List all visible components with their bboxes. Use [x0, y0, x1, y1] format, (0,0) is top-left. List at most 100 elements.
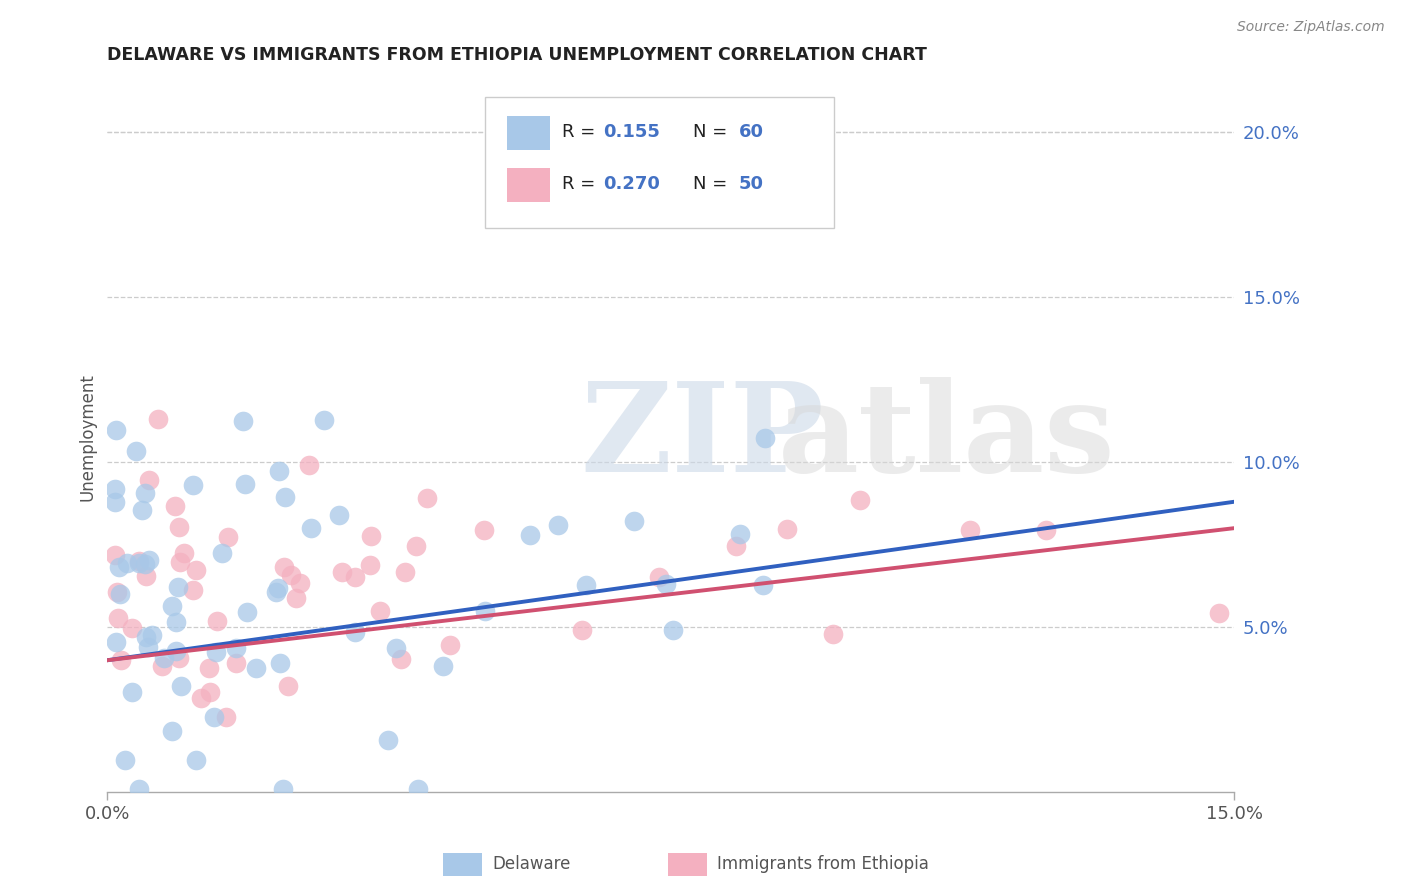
Point: [849, 492, 872, 507]
Point: [190, 691, 212, 706]
Point: [267, 464, 290, 478]
Point: [198, 684, 221, 698]
Point: [184, 753, 207, 767]
Point: [198, 661, 221, 675]
Point: [233, 477, 256, 491]
Point: [124, 444, 146, 458]
Point: [105, 634, 128, 648]
Point: [648, 570, 671, 584]
Point: [115, 556, 138, 570]
Point: [173, 546, 195, 560]
Point: [280, 568, 302, 582]
Point: [298, 458, 321, 473]
Text: R =: R =: [561, 175, 600, 193]
Point: [959, 524, 981, 538]
Text: N =: N =: [693, 123, 734, 141]
Point: [623, 514, 645, 528]
Point: [343, 570, 366, 584]
Text: ZIP: ZIP: [581, 376, 824, 498]
Point: [215, 709, 238, 723]
Point: [724, 539, 747, 553]
Point: [273, 559, 295, 574]
Point: [138, 473, 160, 487]
Point: [264, 585, 287, 599]
Point: [128, 554, 150, 568]
Point: [165, 615, 187, 630]
Text: Source: ZipAtlas.com: Source: ZipAtlas.com: [1237, 20, 1385, 34]
Point: [165, 644, 187, 658]
Point: [359, 558, 381, 572]
Point: [332, 565, 354, 579]
Point: [146, 412, 169, 426]
Point: [166, 580, 188, 594]
Point: [110, 653, 132, 667]
Text: 0.270: 0.270: [603, 175, 659, 193]
Point: [1208, 607, 1230, 621]
Point: [730, 527, 752, 541]
Point: [776, 522, 799, 536]
Point: [134, 557, 156, 571]
Point: [405, 539, 427, 553]
FancyBboxPatch shape: [508, 168, 550, 202]
Point: [138, 553, 160, 567]
Point: [184, 563, 207, 577]
Point: [385, 641, 408, 656]
Point: [107, 560, 129, 574]
Point: [135, 630, 157, 644]
Point: [217, 530, 239, 544]
Text: DELAWARE VS IMMIGRANTS FROM ETHIOPIA UNEMPLOYMENT CORRELATION CHART: DELAWARE VS IMMIGRANTS FROM ETHIOPIA UNE…: [107, 46, 927, 64]
Point: [655, 577, 678, 591]
Point: [232, 414, 254, 428]
Point: [571, 624, 593, 638]
Point: [202, 710, 225, 724]
Point: [205, 614, 228, 628]
Point: [105, 423, 128, 437]
Point: [150, 659, 173, 673]
Point: [661, 624, 683, 638]
Point: [474, 604, 496, 618]
Text: N =: N =: [693, 175, 734, 193]
Point: [343, 624, 366, 639]
Point: [754, 431, 776, 445]
Text: atlas: atlas: [778, 376, 1115, 498]
Point: [105, 584, 128, 599]
Point: [135, 569, 157, 583]
Point: [328, 508, 350, 522]
Point: [389, 652, 412, 666]
Point: [169, 650, 191, 665]
Point: [121, 685, 143, 699]
Point: [169, 555, 191, 569]
Point: [131, 503, 153, 517]
Point: [288, 575, 311, 590]
Point: [377, 733, 399, 747]
Point: [170, 680, 193, 694]
Point: [394, 565, 416, 579]
Text: 0.155: 0.155: [603, 123, 659, 141]
Point: [269, 656, 291, 670]
Point: [104, 483, 127, 497]
Point: [134, 485, 156, 500]
Point: [108, 587, 131, 601]
Point: [519, 528, 541, 542]
Point: [128, 557, 150, 571]
Point: [181, 583, 204, 598]
Point: [128, 782, 150, 797]
Point: [474, 523, 496, 537]
Text: Immigrants from Ethiopia: Immigrants from Ethiopia: [717, 855, 929, 873]
Point: [152, 651, 174, 665]
Point: [138, 640, 160, 655]
Point: [271, 782, 294, 797]
Point: [267, 581, 290, 595]
Point: [107, 610, 129, 624]
Point: [167, 520, 190, 534]
Point: [163, 500, 186, 514]
Point: [360, 529, 382, 543]
Point: [1035, 523, 1057, 537]
Text: Delaware: Delaware: [492, 855, 571, 873]
Point: [245, 661, 267, 675]
FancyBboxPatch shape: [485, 96, 834, 228]
Point: [162, 599, 184, 614]
Point: [236, 605, 259, 619]
Point: [141, 627, 163, 641]
Point: [823, 627, 845, 641]
